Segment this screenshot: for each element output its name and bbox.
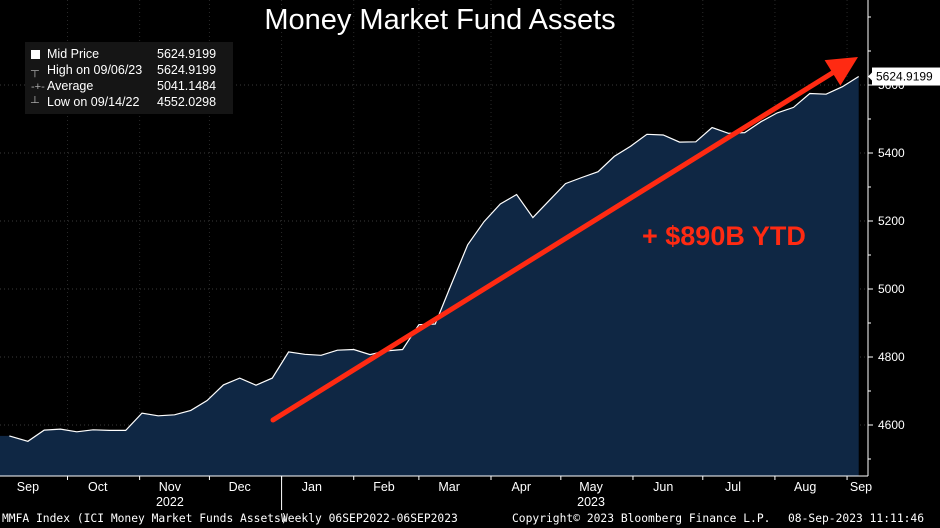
y-tick-label: 5200 <box>878 214 905 228</box>
footer-copyright: Copyright© 2023 Bloomberg Finance L.P. <box>512 512 771 525</box>
last-value-box <box>872 67 940 86</box>
y-tick-label: 4800 <box>878 350 905 364</box>
legend-swatch-icon <box>31 47 47 63</box>
ytd-annotation: + $890B YTD <box>642 221 806 251</box>
footer-timestamp: 08-Sep-2023 11:11:46 <box>788 512 925 525</box>
footer-index: MMFA Index (ICI Money Market Funds Asset… <box>2 512 288 525</box>
legend-label: Average <box>47 79 94 93</box>
footer-range: Weekly 06SEP2022-06SEP2023 <box>281 512 458 525</box>
low-marker-icon: ┴ <box>31 97 39 109</box>
legend-label: Low on 09/14/22 <box>47 95 140 109</box>
x-tick-label: Oct <box>88 480 108 494</box>
trend-arrow-shaft <box>270 70 836 423</box>
trend-arrow-head <box>824 57 858 86</box>
year-label: 2023 <box>577 495 605 509</box>
legend-row-low: ┴ Low on 09/14/22 4552.0298 <box>31 94 216 110</box>
x-tick-label: Sep <box>17 480 39 494</box>
legend-value: 5624.9199 <box>157 63 217 77</box>
x-tick-label: Jul <box>725 480 741 494</box>
legend-box: Mid Price 5624.9199 ┬ High on 09/06/23 5624… <box>25 42 233 114</box>
area-fill <box>0 76 859 476</box>
x-tick-label: Jun <box>653 480 673 494</box>
legend-row-average: -+- Average 5041.1484 <box>31 78 216 94</box>
high-marker-icon: ┬ <box>31 65 39 77</box>
legend-row-high: ┬ High on 09/06/23 5624.9199 <box>31 62 216 78</box>
legend-value: 5041.1484 <box>157 79 217 93</box>
series-line <box>9 75 860 442</box>
x-tick-label: May <box>579 480 603 494</box>
legend-value: 4552.0298 <box>157 95 217 109</box>
x-tick-label: Nov <box>159 480 182 494</box>
x-tick-label: Aug <box>794 480 816 494</box>
year-label: 2022 <box>156 495 184 509</box>
legend-row-mid: Mid Price 5624.9199 <box>31 46 216 62</box>
x-tick-label: Apr <box>512 480 531 494</box>
average-line-icon: -+- <box>31 81 45 93</box>
legend-label: High on 09/06/23 <box>47 63 143 77</box>
y-tick-label: 5400 <box>878 146 905 160</box>
last-value-label: 5624.9199 <box>876 70 933 84</box>
x-tick-label: Mar <box>438 480 460 494</box>
y-tick-label: 4600 <box>878 418 905 432</box>
x-tick-label: Dec <box>229 480 251 494</box>
legend-value: 5624.9199 <box>157 47 217 61</box>
chart-title: Money Market Fund Assets <box>264 4 616 36</box>
legend-label: Mid Price <box>47 47 100 61</box>
x-tick-label: Feb <box>373 480 395 494</box>
y-tick-label: 5000 <box>878 282 905 296</box>
last-value-pointer <box>868 71 873 82</box>
x-tick-label: Jan <box>302 480 322 494</box>
x-tick-label: Sep <box>850 480 872 494</box>
